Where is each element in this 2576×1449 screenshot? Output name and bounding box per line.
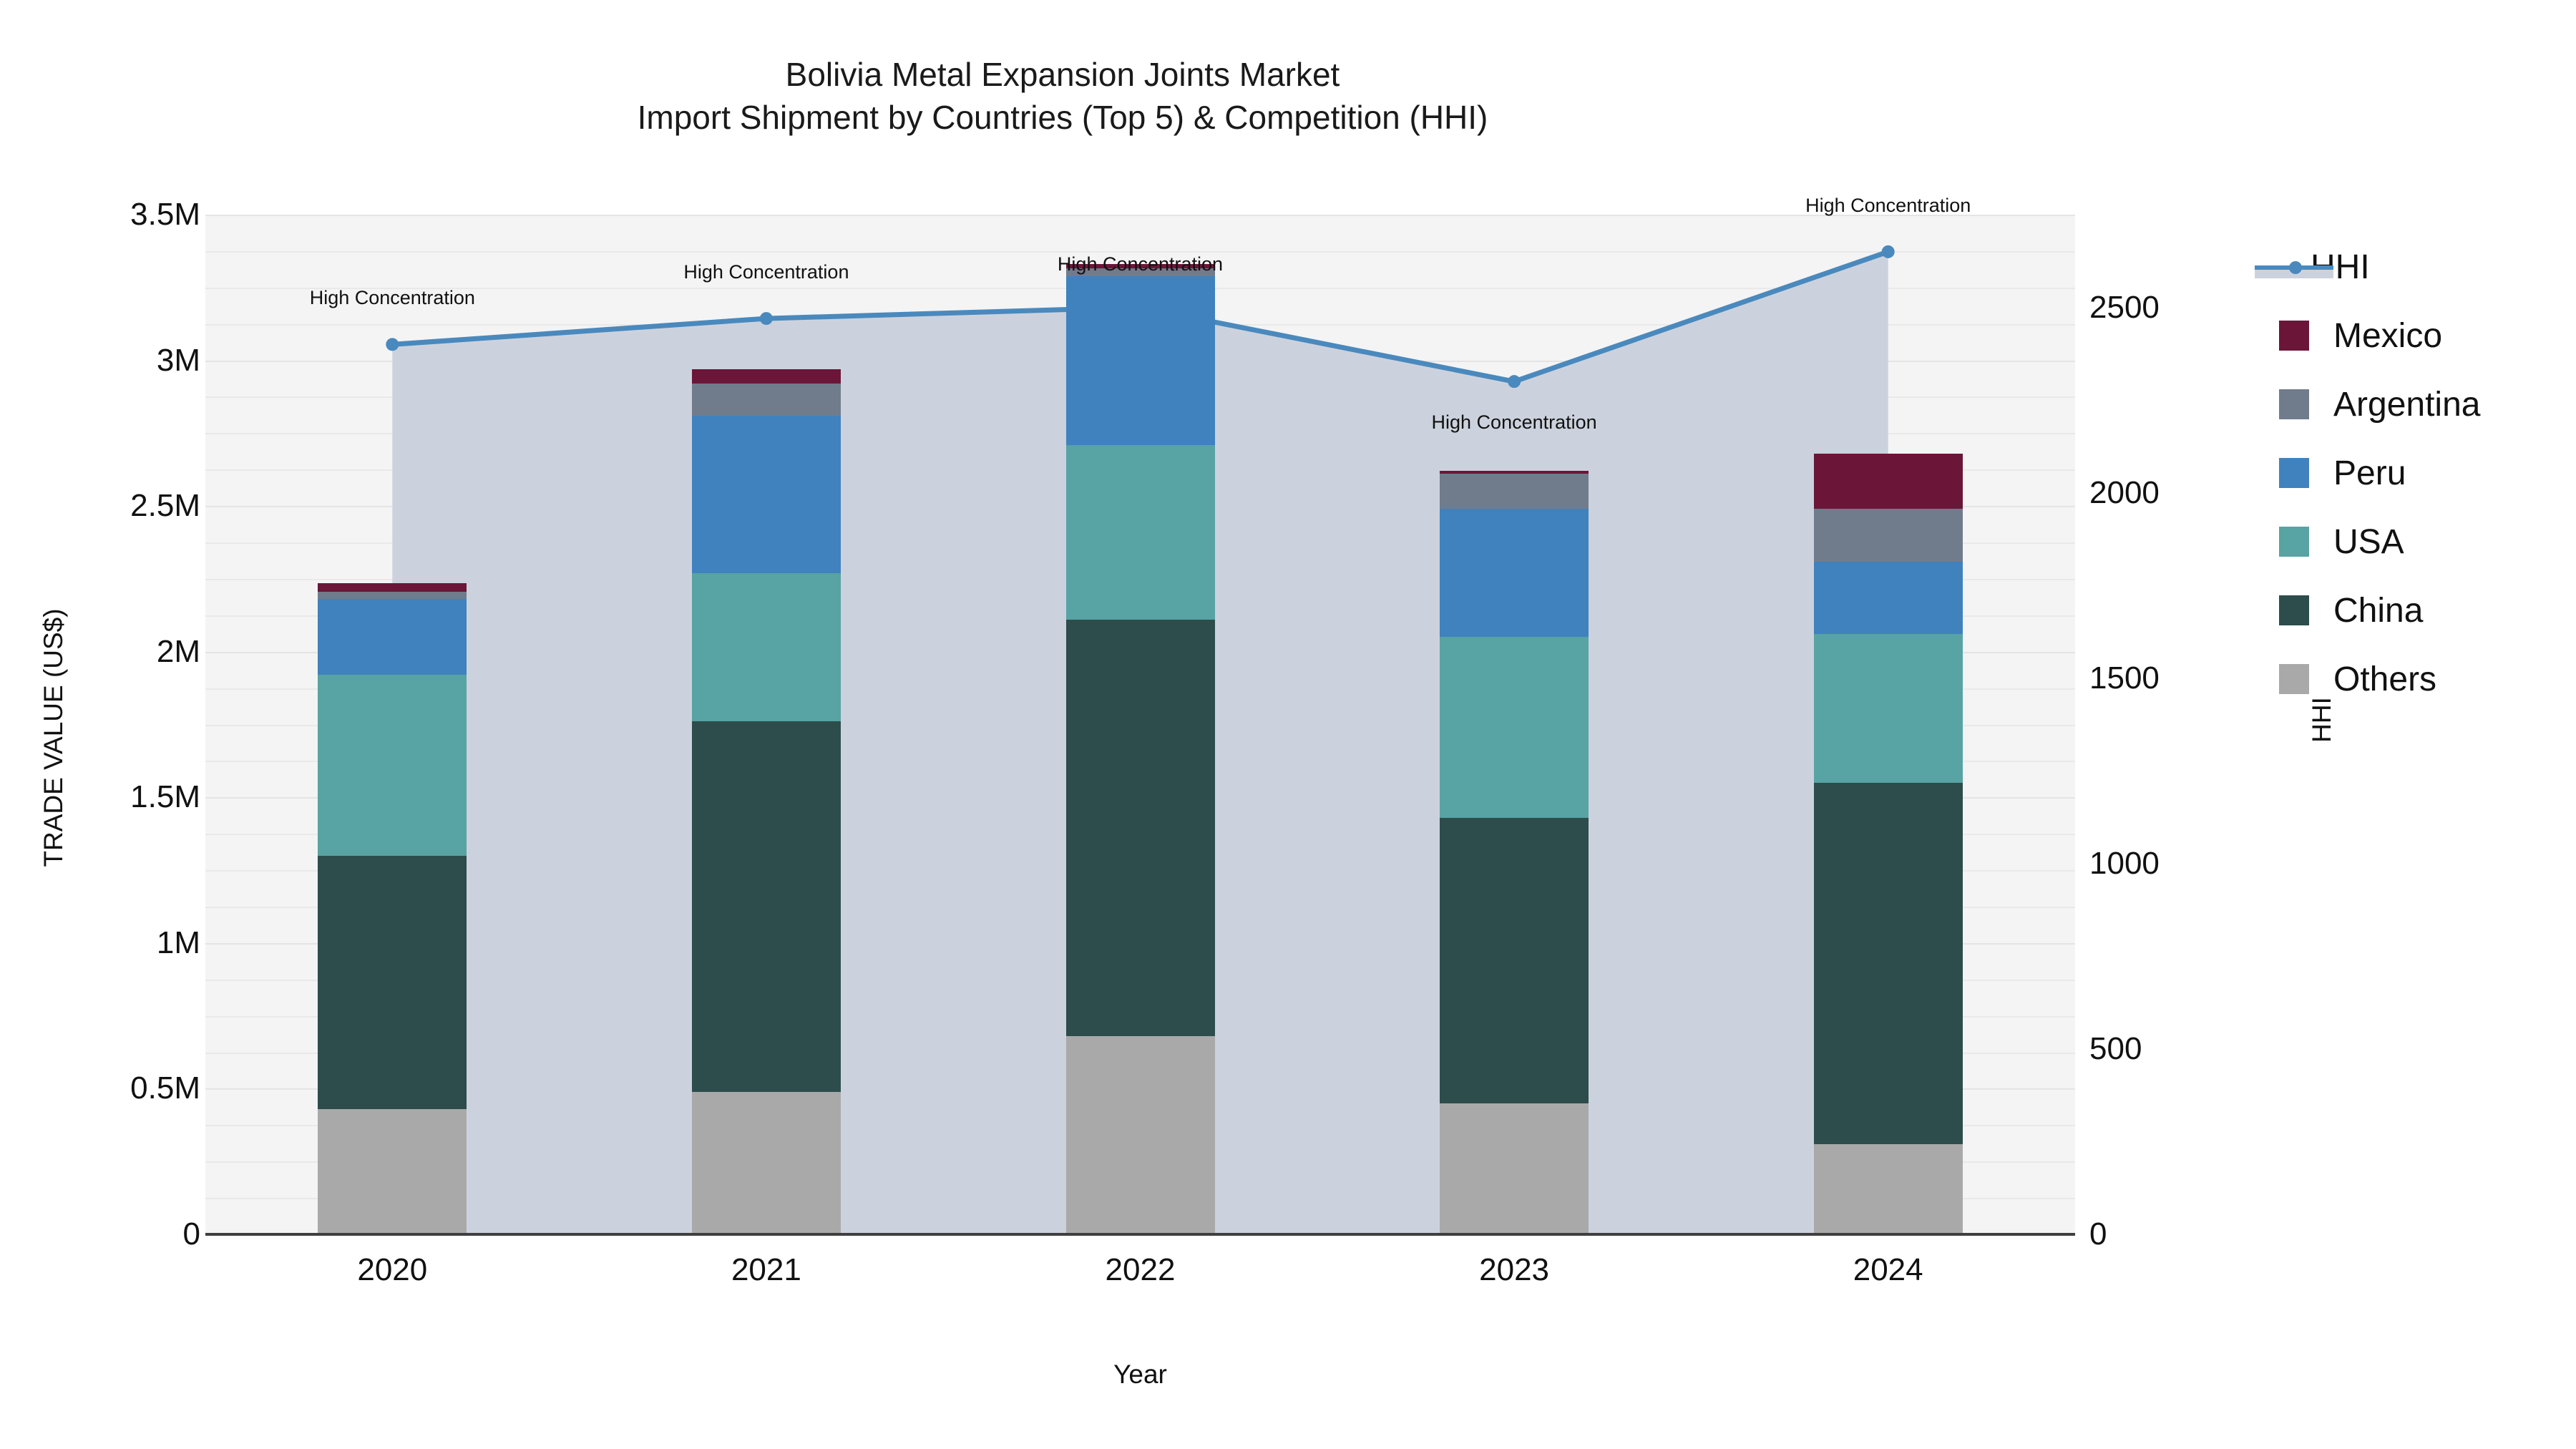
bar-segment-mexico[interactable]	[318, 583, 467, 592]
y-tick-left-0: 0	[182, 1216, 200, 1252]
y-tick-left-3.5M: 3.5M	[130, 197, 200, 232]
hhi-marker-2023[interactable]	[1508, 375, 1521, 389]
bar-segment-mexico[interactable]	[1813, 453, 1963, 509]
bar-segment-others[interactable]	[1440, 1103, 1589, 1234]
legend-label: USA	[2333, 522, 2404, 561]
legend-label: China	[2333, 591, 2424, 630]
legend-item-hhi[interactable]: HHI	[2255, 233, 2576, 301]
bar-segment-usa[interactable]	[1440, 637, 1589, 818]
bar-segment-china[interactable]	[1440, 817, 1589, 1103]
annotation-high-concentration-2021: High Concentration	[683, 261, 849, 283]
annotation-high-concentration-2024: High Concentration	[1805, 194, 1971, 216]
legend-item-peru[interactable]: Peru	[2279, 439, 2576, 507]
bar-segment-argentina[interactable]	[318, 592, 467, 600]
legend-label: Peru	[2333, 454, 2406, 492]
bar-segment-argentina[interactable]	[1813, 509, 1963, 562]
bar-segment-china[interactable]	[1065, 619, 1215, 1037]
legend-swatch-icon	[2279, 389, 2309, 419]
y-tick-right-1000: 1000	[2089, 845, 2160, 881]
hhi-marker-2024[interactable]	[1881, 245, 1895, 258]
y-axis-left-label: TRADE VALUE (US$)	[39, 608, 68, 867]
bar-group-2020[interactable]	[318, 215, 467, 1234]
bar-segment-usa[interactable]	[1813, 634, 1963, 783]
bar-segment-others[interactable]	[1813, 1143, 1963, 1234]
legend-item-usa[interactable]: USA	[2279, 507, 2576, 576]
bar-segment-mexico[interactable]	[691, 369, 841, 384]
annotation-high-concentration-2020: High Concentration	[309, 287, 475, 309]
legend-swatch-icon	[2279, 458, 2309, 488]
y-tick-right-2000: 2000	[2089, 474, 2160, 510]
x-tick-2021: 2021	[731, 1252, 801, 1287]
bar-segment-others[interactable]	[691, 1091, 841, 1234]
y-tick-left-3M: 3M	[156, 342, 200, 378]
bar-segment-peru[interactable]	[318, 599, 467, 675]
legend-label: Mexico	[2333, 316, 2443, 355]
y-tick-right-1500: 1500	[2089, 660, 2160, 696]
x-tick-2023: 2023	[1479, 1252, 1550, 1287]
legend-swatch-icon	[2279, 595, 2309, 625]
legend-item-mexico[interactable]: Mexico	[2279, 301, 2576, 370]
y-tick-left-2.5M: 2.5M	[130, 488, 200, 524]
y-tick-left-1M: 1M	[156, 924, 200, 960]
bar-segment-others[interactable]	[318, 1108, 467, 1234]
bar-segment-argentina[interactable]	[1440, 474, 1589, 509]
bar-segment-mexico[interactable]	[1065, 264, 1215, 269]
bar-segment-argentina[interactable]	[1065, 268, 1215, 276]
y-tick-right-0: 0	[2089, 1216, 2107, 1252]
bar-segment-mexico[interactable]	[1440, 471, 1589, 474]
bar-group-2023[interactable]	[1440, 215, 1589, 1234]
bar-segment-usa[interactable]	[1065, 444, 1215, 620]
y-tick-right-500: 500	[2089, 1030, 2142, 1066]
bar-segment-others[interactable]	[1065, 1036, 1215, 1234]
x-axis-label: Year	[1113, 1360, 1167, 1389]
gridline	[205, 250, 2075, 253]
bar-group-2022[interactable]	[1065, 215, 1215, 1234]
bar-segment-china[interactable]	[1813, 782, 1963, 1144]
x-axis-line	[205, 1233, 2075, 1236]
bar-segment-china[interactable]	[318, 855, 467, 1109]
bar-segment-usa[interactable]	[318, 675, 467, 856]
bar-segment-peru[interactable]	[691, 415, 841, 573]
legend-item-china[interactable]: China	[2279, 576, 2576, 645]
hhi-marker-2020[interactable]	[386, 338, 399, 351]
annotation-high-concentration-2023: High Concentration	[1431, 411, 1597, 434]
legend-label: Others	[2333, 660, 2437, 698]
bar-segment-peru[interactable]	[1440, 509, 1589, 638]
x-tick-2020: 2020	[357, 1252, 428, 1287]
legend: HHI Mexico Argentina Peru USA China Others	[2255, 233, 2576, 713]
bar-segment-argentina[interactable]	[691, 384, 841, 416]
x-tick-2022: 2022	[1105, 1252, 1176, 1287]
y-tick-left-0.5M: 0.5M	[130, 1070, 200, 1106]
bar-group-2021[interactable]	[691, 215, 841, 1234]
legend-swatch-icon	[2279, 664, 2309, 694]
legend-swatch-icon	[2279, 321, 2309, 351]
annotation-high-concentration-2022: High Concentration	[1057, 253, 1224, 275]
legend-line-marker-icon	[2255, 252, 2333, 282]
bar-segment-peru[interactable]	[1065, 275, 1215, 445]
legend-label: Argentina	[2333, 385, 2481, 424]
bar-segment-usa[interactable]	[691, 572, 841, 722]
legend-item-others[interactable]: Others	[2279, 645, 2576, 713]
y-tick-left-2M: 2M	[156, 633, 200, 669]
bar-segment-peru[interactable]	[1813, 561, 1963, 635]
legend-swatch-icon	[2279, 527, 2309, 557]
x-tick-2024: 2024	[1853, 1252, 1923, 1287]
bar-segment-china[interactable]	[691, 721, 841, 1092]
bar-group-2024[interactable]	[1813, 215, 1963, 1234]
y-tick-left-1.5M: 1.5M	[130, 779, 200, 815]
hhi-marker-2021[interactable]	[759, 312, 773, 326]
gridline	[205, 215, 2075, 216]
y-tick-right-2500: 2500	[2089, 289, 2160, 325]
plot-area	[205, 215, 2075, 1234]
legend-item-argentina[interactable]: Argentina	[2279, 370, 2576, 439]
page-title: Bolivia Metal Expansion Joints Market Im…	[637, 56, 1488, 136]
